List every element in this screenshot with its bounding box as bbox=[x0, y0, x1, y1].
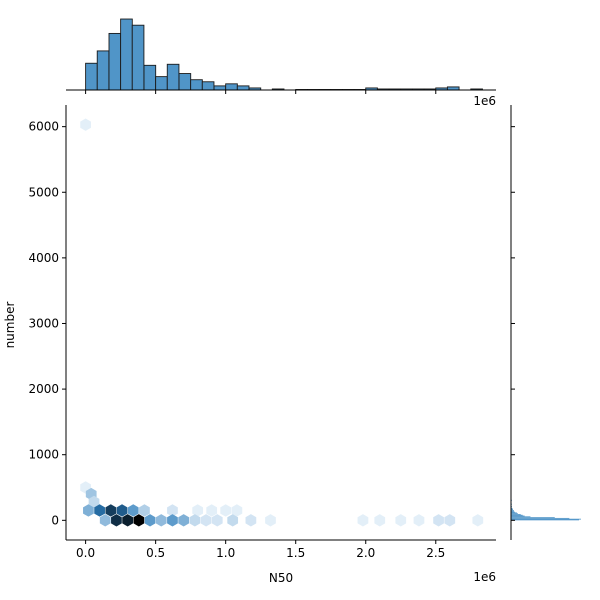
y-hist-bar bbox=[511, 508, 513, 510]
top-offset-label: 1e6 bbox=[473, 94, 496, 108]
hexbin-cell bbox=[231, 504, 243, 517]
hexbin-cell bbox=[88, 495, 100, 509]
hexbin-cell bbox=[80, 118, 91, 131]
hexbin-cell bbox=[155, 514, 167, 527]
hexbin-cell bbox=[94, 504, 105, 517]
y-tick-label: 1000 bbox=[28, 448, 59, 462]
x-offset-label: 1e6 bbox=[473, 570, 496, 584]
hexbin-cell bbox=[122, 514, 133, 527]
x-hist-bar bbox=[120, 18, 133, 91]
x-hist-bar bbox=[143, 64, 157, 91]
y-hist-bar bbox=[511, 517, 555, 518]
x-hist-bar bbox=[213, 85, 227, 91]
y-marginal-histogram bbox=[511, 499, 581, 521]
hexbin-cell bbox=[211, 514, 223, 527]
hexbin-cell bbox=[111, 514, 122, 527]
x-axis-label: N50 bbox=[269, 571, 293, 585]
hexbin-cell bbox=[167, 514, 178, 527]
y-hist-bar bbox=[511, 514, 523, 516]
y-hist-bar bbox=[511, 519, 580, 521]
hexbin-cell bbox=[189, 514, 201, 527]
hexbin-cell bbox=[220, 504, 232, 517]
x-hist-bar bbox=[225, 83, 238, 91]
x-tick-label: 2.5 bbox=[426, 546, 445, 560]
y-hist-bar bbox=[511, 510, 514, 511]
y-hist-bar bbox=[511, 511, 515, 513]
y-hist-bar bbox=[511, 517, 570, 519]
x-tick-label: 1.5 bbox=[286, 546, 305, 560]
y-tick-label: 6000 bbox=[28, 120, 59, 134]
hexbin-cell bbox=[178, 514, 190, 527]
y-tick-label: 0 bbox=[51, 513, 59, 527]
y-hist-bar bbox=[511, 514, 521, 515]
x-hist-bar bbox=[155, 76, 168, 91]
x-axis-ticks: 0.0 0.5 1.0 1.5 2.0 2.5 bbox=[76, 540, 445, 560]
hexbin-cell bbox=[167, 504, 178, 517]
hexbin-cell bbox=[472, 514, 484, 527]
x-tick-label: 0.5 bbox=[146, 546, 165, 560]
hexbin-cell bbox=[413, 514, 425, 527]
hexbin-cell bbox=[433, 514, 444, 527]
hexbin-cell bbox=[206, 504, 218, 517]
hexbin-cell bbox=[83, 504, 94, 517]
x-tick-label: 0.0 bbox=[76, 546, 95, 560]
x-hist-bar bbox=[108, 32, 122, 91]
hexbin-cell bbox=[374, 514, 386, 527]
x-hist-bar bbox=[85, 62, 98, 91]
hexbin-cell bbox=[116, 504, 128, 517]
x-hist-bar bbox=[178, 73, 192, 91]
y-hist-bar bbox=[511, 509, 513, 511]
y-hist-bar bbox=[511, 513, 518, 515]
y-hist-bar bbox=[511, 510, 514, 512]
y-hist-bar bbox=[511, 516, 531, 518]
x-marginal-histogram bbox=[85, 18, 483, 91]
hexbin-cell bbox=[245, 514, 257, 527]
hexbin-cell bbox=[105, 504, 117, 517]
hexbin-cell bbox=[395, 514, 407, 527]
y-hist-bar bbox=[511, 515, 525, 517]
y-hist-bar bbox=[511, 512, 517, 514]
hexbin-cell bbox=[133, 514, 145, 527]
x-hist-bar bbox=[201, 81, 215, 91]
right-hist-ticks bbox=[511, 126, 515, 521]
x-hist-bar bbox=[236, 85, 250, 91]
hexbin-cell bbox=[144, 514, 156, 527]
y-axis-label: number bbox=[3, 302, 17, 349]
hexbin-cell bbox=[265, 514, 276, 527]
x-hist-bar bbox=[166, 63, 180, 91]
y-hist-bar bbox=[511, 518, 581, 520]
hexbin-cell bbox=[200, 514, 212, 527]
x-hist-bar bbox=[131, 24, 145, 91]
top-hist-ticks bbox=[85, 90, 437, 94]
y-tick-label: 3000 bbox=[28, 316, 59, 330]
hexbin-cell bbox=[444, 514, 456, 527]
x-tick-label: 2.0 bbox=[356, 546, 375, 560]
hexbin-cell bbox=[192, 504, 204, 517]
x-hist-bar bbox=[96, 50, 110, 91]
hexbin-layer bbox=[80, 118, 484, 527]
y-tick-label: 5000 bbox=[28, 185, 59, 199]
hexbin-cell bbox=[139, 504, 150, 517]
hexbin-cell bbox=[127, 504, 139, 517]
y-tick-label: 2000 bbox=[28, 382, 59, 396]
hexbin-cell bbox=[357, 514, 369, 527]
y-tick-label: 4000 bbox=[28, 251, 59, 265]
hexbin-cell bbox=[99, 514, 111, 527]
y-axis-ticks: 0 1000 2000 3000 4000 5000 6000 bbox=[28, 120, 66, 527]
x-tick-label: 1.0 bbox=[216, 546, 235, 560]
x-hist-bar bbox=[190, 79, 203, 91]
hexbin-cell bbox=[227, 514, 239, 527]
